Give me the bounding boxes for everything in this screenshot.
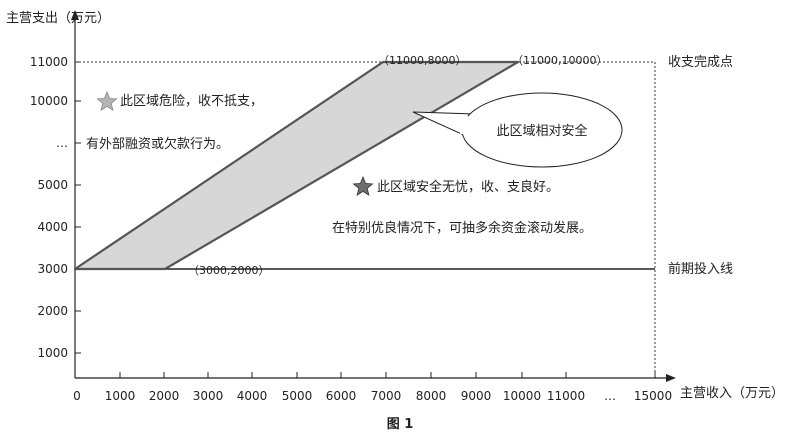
x-tick-label: 6000 xyxy=(326,389,357,403)
x-tick-label: 9000 xyxy=(461,389,492,403)
point-label-bottom-right: （3000,2000） xyxy=(188,264,270,277)
x-tick-label: 0 xyxy=(73,389,81,403)
danger-note-line1: 此区域危险，收不抵支， xyxy=(120,94,263,109)
x-tick-label: 3000 xyxy=(193,389,224,403)
y-tick-label: 3000 xyxy=(37,262,68,276)
star-light-icon xyxy=(96,90,118,111)
x-tick-label: 1000 xyxy=(105,389,136,403)
relative-safe-note: 此区域相对安全 xyxy=(496,123,587,139)
x-tick-label: 11000 xyxy=(547,389,585,403)
initial-investment-line-label: 前期投入线 xyxy=(668,261,733,277)
point-label-top-right: （11000,10000） xyxy=(512,54,607,67)
y-tick-label: 11000 xyxy=(30,55,68,69)
x-axis-arrow xyxy=(666,374,676,382)
x-tick-label: … xyxy=(604,389,616,403)
safe-note-line2: 在特别优良情况下，可抽多余资金滚动发展。 xyxy=(332,220,592,236)
completion-line-label: 收支完成点 xyxy=(668,55,733,70)
x-tick-label: 4000 xyxy=(237,389,268,403)
y-axis-title: 主营支出（万元） xyxy=(6,11,110,26)
y-tick-label: … xyxy=(56,136,68,150)
y-tick-label: 4000 xyxy=(37,220,68,234)
callout-seam-cover xyxy=(460,116,468,134)
figure-caption: 图 1 xyxy=(387,417,414,432)
danger-note-line2: 有外部融资或欠款行为。 xyxy=(86,136,229,152)
x-tick-label: 2000 xyxy=(149,389,180,403)
x-tick-label: 5000 xyxy=(282,389,313,403)
star-dark-icon xyxy=(352,175,374,196)
y-axis-arrow xyxy=(71,10,79,20)
safe-note-line1: 此区域安全无忧，收、支良好。 xyxy=(377,179,559,195)
y-ticks: 11000 10000 … 5000 4000 3000 2000 1000 xyxy=(30,55,81,360)
x-axis-title: 主营收入（万元） xyxy=(680,386,784,401)
x-tick-label: 15000 xyxy=(634,389,672,403)
x-ticks: 0 1000 2000 3000 4000 5000 6000 7000 800… xyxy=(73,372,672,403)
y-tick-label: 10000 xyxy=(30,94,68,108)
x-tick-label: 8000 xyxy=(416,389,447,403)
relative-safe-band xyxy=(73,60,520,271)
x-tick-label: 10000 xyxy=(503,389,541,403)
y-tick-label: 5000 xyxy=(37,178,68,192)
x-tick-label: 7000 xyxy=(371,389,402,403)
point-label-top-left: （11000,8000） xyxy=(378,54,466,67)
y-tick-label: 1000 xyxy=(37,346,68,360)
y-tick-label: 2000 xyxy=(37,304,68,318)
